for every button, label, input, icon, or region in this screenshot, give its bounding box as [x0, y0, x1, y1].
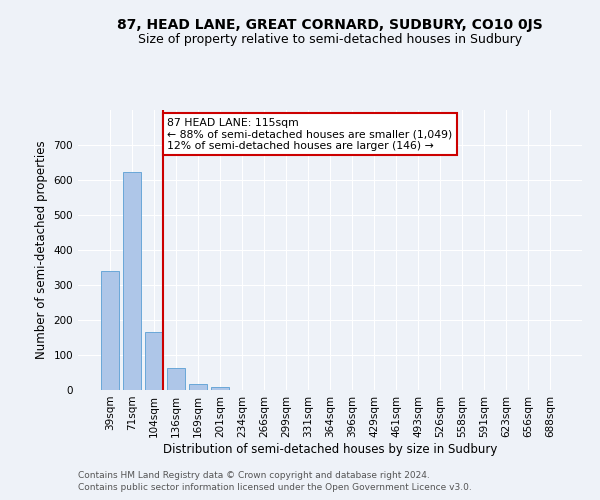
Bar	[145, 332, 163, 390]
Bar	[189, 384, 206, 390]
Bar	[211, 387, 229, 390]
Text: Contains HM Land Registry data © Crown copyright and database right 2024.: Contains HM Land Registry data © Crown c…	[78, 470, 430, 480]
Text: 87 HEAD LANE: 115sqm
← 88% of semi-detached houses are smaller (1,049)
12% of se: 87 HEAD LANE: 115sqm ← 88% of semi-detac…	[167, 118, 452, 151]
Bar	[123, 172, 140, 390]
Text: Size of property relative to semi-detached houses in Sudbury: Size of property relative to semi-detach…	[138, 32, 522, 46]
Bar	[167, 368, 185, 390]
Y-axis label: Number of semi-detached properties: Number of semi-detached properties	[35, 140, 48, 360]
X-axis label: Distribution of semi-detached houses by size in Sudbury: Distribution of semi-detached houses by …	[163, 442, 497, 456]
Text: 87, HEAD LANE, GREAT CORNARD, SUDBURY, CO10 0JS: 87, HEAD LANE, GREAT CORNARD, SUDBURY, C…	[117, 18, 543, 32]
Bar	[101, 271, 119, 390]
Text: Contains public sector information licensed under the Open Government Licence v3: Contains public sector information licen…	[78, 483, 472, 492]
